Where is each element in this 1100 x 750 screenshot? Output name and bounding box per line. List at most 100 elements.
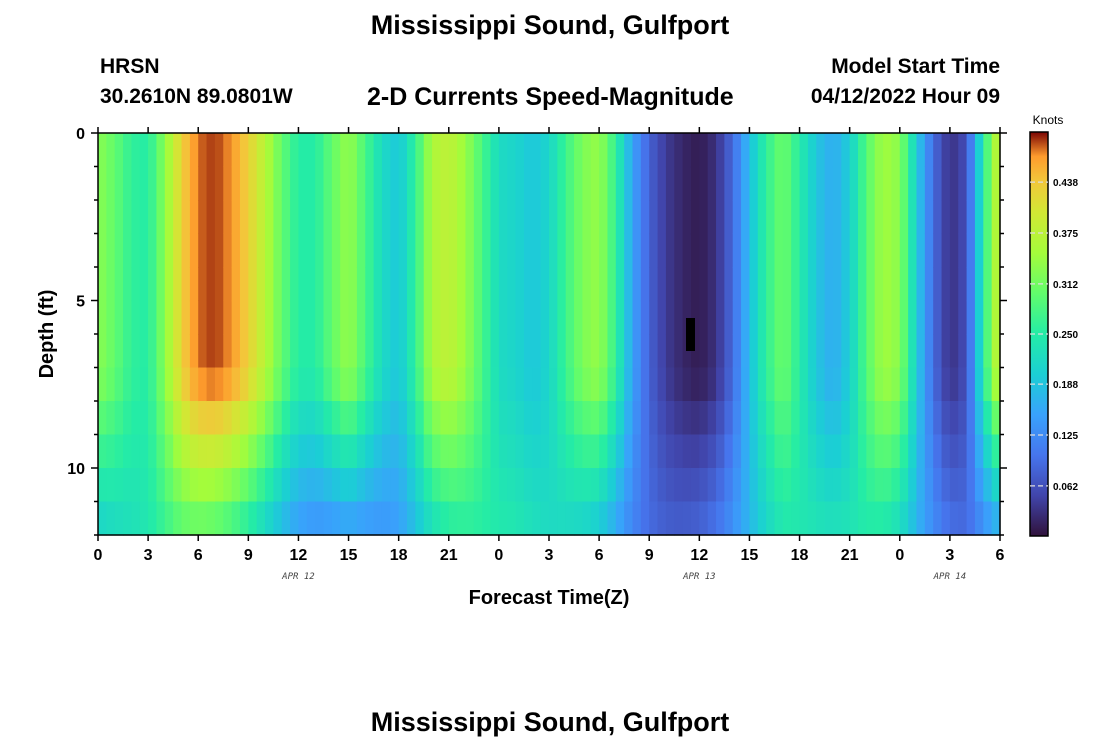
heatmap-cell: [624, 267, 634, 302]
heatmap-cell: [356, 334, 366, 369]
heatmap-cell: [657, 300, 667, 335]
heatmap-cell: [958, 334, 968, 369]
heatmap-cell: [423, 267, 433, 302]
heatmap-cell: [123, 367, 133, 402]
heatmap-cell: [624, 501, 634, 536]
heatmap-cell: [741, 334, 751, 369]
heatmap-cell: [983, 233, 993, 268]
heatmap-cell: [381, 200, 391, 235]
heatmap-cell: [273, 200, 283, 235]
heatmap-cell: [632, 166, 642, 201]
heatmap-cell: [899, 166, 909, 201]
heatmap-cell: [874, 334, 884, 369]
heatmap-cell: [498, 133, 508, 168]
heatmap-cell: [724, 468, 734, 503]
heatmap-cell: [131, 468, 141, 503]
heatmap-cell: [565, 501, 575, 536]
heatmap-cell: [599, 166, 609, 201]
heatmap-cell: [248, 166, 258, 201]
heatmap-cell: [156, 401, 166, 436]
heatmap-cell: [273, 300, 283, 335]
heatmap-cell: [114, 334, 124, 369]
heatmap-cell: [716, 300, 725, 335]
heatmap-cell: [356, 200, 366, 235]
colorbar-tick-label: 0.125: [1053, 431, 1078, 442]
heatmap-cell: [674, 267, 684, 302]
heatmap-cell: [716, 267, 725, 302]
heatmap-cell: [858, 401, 867, 436]
heatmap-cell: [732, 133, 742, 168]
heatmap-cell: [482, 133, 492, 168]
heatmap-cell: [206, 233, 216, 268]
heatmap-cell: [348, 233, 358, 268]
heatmap-cell: [306, 200, 316, 235]
heatmap-cell: [281, 133, 291, 168]
heatmap-cell: [415, 367, 425, 402]
heatmap-cell: [248, 401, 258, 436]
heatmap-cell: [832, 468, 842, 503]
date-labels: APR 12 APR 13 APR 14: [281, 572, 966, 582]
heatmap-cell: [448, 434, 458, 469]
heatmap-cell: [749, 401, 759, 436]
heatmap-cell: [407, 334, 416, 369]
heatmap-cell: [832, 200, 842, 235]
heatmap-cell: [457, 501, 467, 536]
heatmap-cell: [991, 501, 1001, 536]
heatmap-cell: [974, 267, 984, 302]
heatmap-cell: [724, 367, 734, 402]
heatmap-cell: [632, 200, 642, 235]
heatmap-cell: [899, 200, 909, 235]
heatmap-cell: [173, 233, 183, 268]
heatmap-cell: [908, 133, 918, 168]
heatmap-cell: [690, 501, 700, 536]
heatmap-cell: [549, 166, 558, 201]
heatmap-cell: [290, 233, 300, 268]
x-tick-label: 15: [340, 547, 358, 564]
heatmap-cell: [114, 468, 124, 503]
heatmap-cell: [816, 267, 826, 302]
heatmap-cell: [507, 334, 517, 369]
heatmap-cell: [757, 300, 767, 335]
heatmap-cell: [323, 300, 333, 335]
heatmap-cell: [490, 300, 500, 335]
heatmap-cell: [582, 233, 592, 268]
heatmap-cell: [924, 468, 934, 503]
heatmap-cell: [156, 133, 166, 168]
heatmap-cell: [365, 133, 375, 168]
heatmap-cell: [832, 133, 842, 168]
heatmap-cell: [315, 334, 325, 369]
heatmap-cell: [290, 166, 300, 201]
heatmap-cell: [173, 334, 183, 369]
heatmap-cell: [398, 401, 408, 436]
heatmap-cell: [214, 468, 224, 503]
heatmap-cell: [791, 434, 801, 469]
heatmap-cell: [348, 334, 358, 369]
heatmap-cell: [523, 133, 533, 168]
heatmap-cell: [473, 300, 483, 335]
heatmap-cell: [265, 401, 274, 436]
heatmap-cell: [807, 200, 817, 235]
heatmap-cell: [574, 434, 584, 469]
heatmap-cell: [440, 367, 450, 402]
heatmap-cell: [649, 233, 659, 268]
heatmap-cell: [724, 434, 734, 469]
heatmap-cell: [741, 434, 751, 469]
heatmap-cell: [757, 434, 767, 469]
heatmap-cell: [507, 367, 517, 402]
heatmap-cells: [98, 133, 1001, 536]
heatmap-cell: [315, 468, 325, 503]
heatmap-cell: [465, 233, 475, 268]
heatmap-cell: [448, 334, 458, 369]
heatmap-cell: [949, 300, 959, 335]
heatmap-cell: [189, 468, 199, 503]
heatmap-cell: [933, 300, 943, 335]
heatmap-cell: [123, 233, 133, 268]
y-tick-label: 10: [67, 461, 85, 478]
heatmap-cell: [523, 468, 533, 503]
heatmap-cell: [348, 468, 358, 503]
heatmap-cell: [899, 300, 909, 335]
heatmap-cell: [423, 468, 433, 503]
heatmap-cell: [657, 501, 667, 536]
heatmap-cell: [473, 200, 483, 235]
